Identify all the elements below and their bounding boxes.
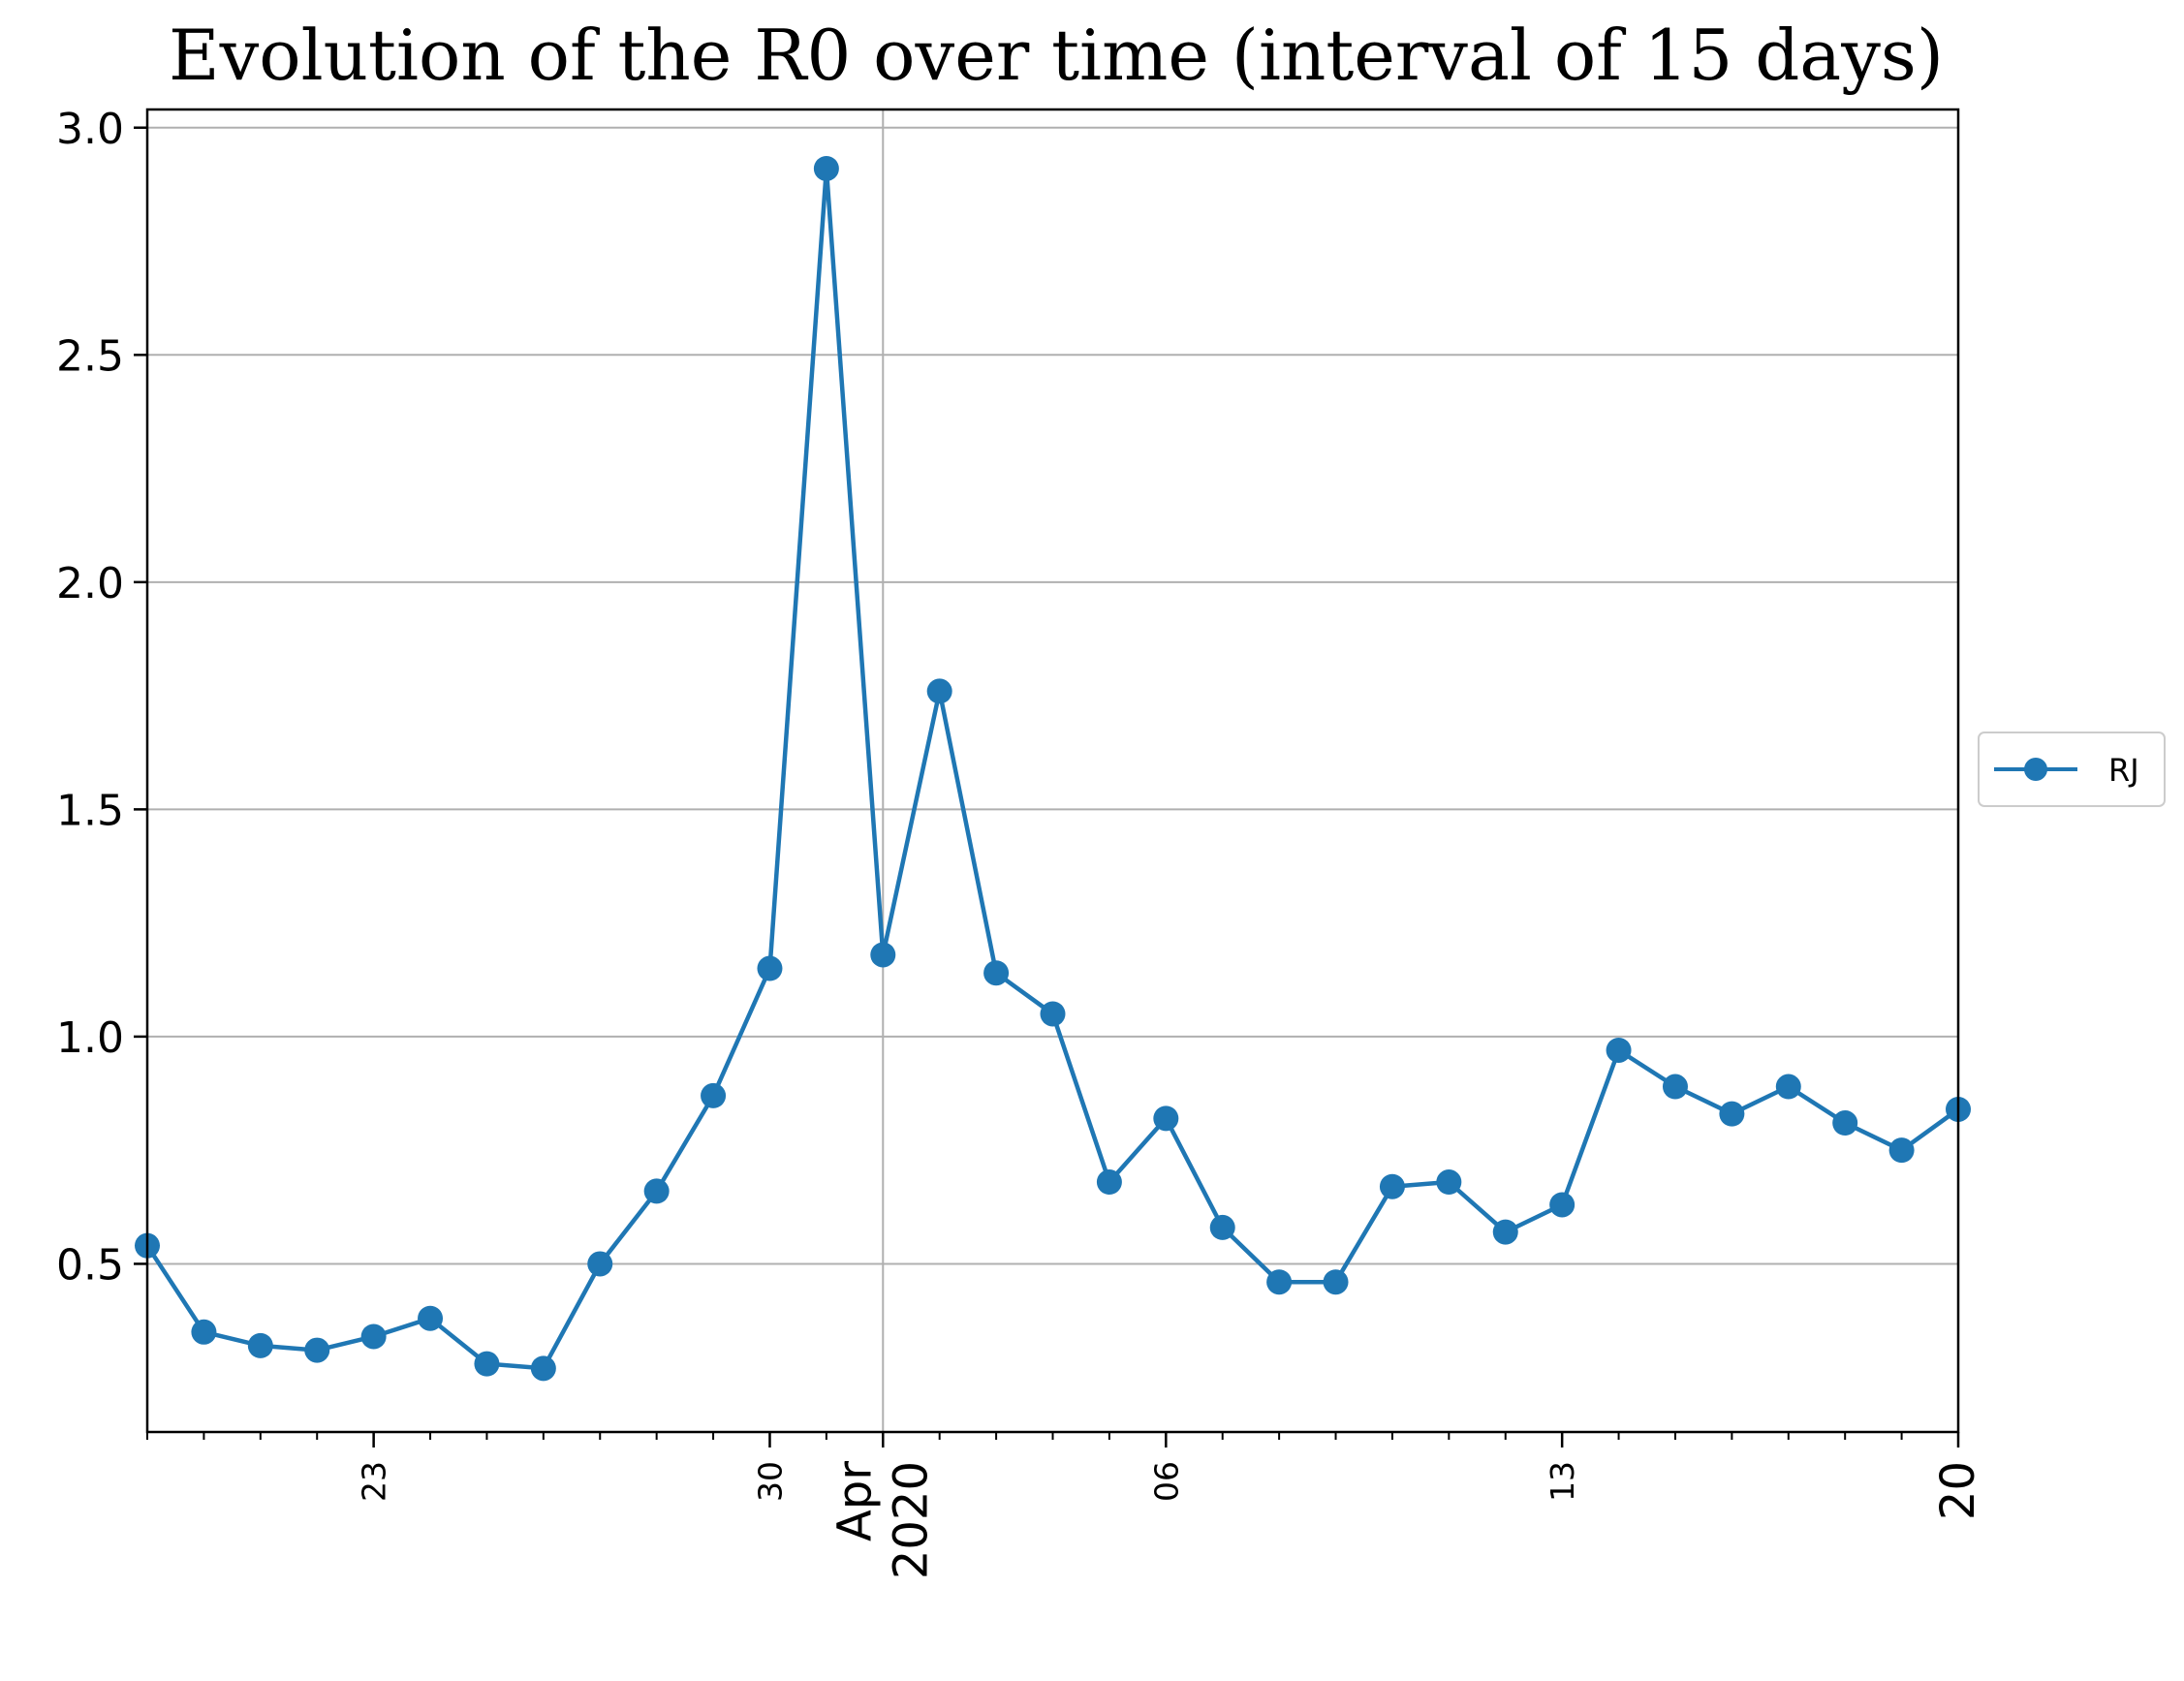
x-tick-label: Apr 2020 <box>827 1461 938 1579</box>
x-tick-label-line: 2020 <box>884 1461 938 1579</box>
data-point <box>474 1351 500 1377</box>
data-point <box>1888 1137 1915 1164</box>
data-point <box>1096 1169 1122 1196</box>
series-line-rj <box>145 166 1960 1371</box>
data-point <box>983 960 1010 986</box>
x-tick-label: 20 <box>1931 1461 1985 1520</box>
data-point <box>643 1178 670 1204</box>
data-point <box>757 955 783 981</box>
data-point <box>1379 1173 1405 1199</box>
data-point <box>587 1251 613 1277</box>
x-tick-label-text: 13 <box>1544 1461 1581 1502</box>
data-point <box>870 942 896 968</box>
x-tick-label-text: 23 <box>356 1461 393 1502</box>
data-point <box>1832 1110 1858 1136</box>
x-tick-label: 13 <box>1544 1461 1581 1502</box>
data-point <box>1606 1037 1632 1063</box>
y-tick-label: 0.5 <box>56 1240 124 1290</box>
y-tick-label: 3.0 <box>56 105 124 154</box>
data-point <box>1775 1074 1801 1100</box>
legend: RJ <box>1978 732 2166 807</box>
data-point <box>701 1082 727 1108</box>
data-point <box>304 1337 330 1363</box>
y-axis: 0.5 1.0 1.5 2.0 2.5 3.0 <box>56 105 147 1290</box>
data-point <box>1436 1169 1462 1196</box>
x-tick-label-text: 20 <box>1931 1461 1985 1520</box>
series-rj <box>135 155 1971 1382</box>
x-tick-label: 06 <box>1147 1461 1185 1502</box>
data-point <box>1492 1219 1518 1245</box>
x-tick-label-text: 30 <box>751 1461 789 1502</box>
plot-frame <box>145 108 1960 1434</box>
legend-marker-rj <box>2024 758 2047 781</box>
x-axis: 23 30 Apr 2020 06 13 20 <box>146 1432 1985 1579</box>
x-tick-label-text: 06 <box>1147 1461 1185 1502</box>
data-point <box>191 1319 217 1345</box>
x-tick-label: 30 <box>751 1461 789 1502</box>
y-tick-label: 1.5 <box>56 786 124 835</box>
chart-title: Evolution of the R0 over time (interval … <box>169 15 1944 96</box>
data-point <box>1266 1269 1293 1295</box>
data-point <box>1323 1269 1349 1295</box>
data-point <box>926 678 952 704</box>
data-point <box>247 1332 273 1358</box>
x-tick-label: 23 <box>356 1461 393 1502</box>
y-tick-label: 2.5 <box>56 331 124 381</box>
data-point <box>1662 1074 1688 1100</box>
data-point <box>1719 1101 1745 1127</box>
x-tick-label-line: Apr <box>827 1461 882 1541</box>
y-tick-label: 1.0 <box>56 1013 124 1063</box>
data-point <box>418 1305 444 1331</box>
legend-label-rj: RJ <box>2108 752 2139 789</box>
data-point <box>530 1355 556 1382</box>
data-point <box>1153 1105 1179 1132</box>
data-point <box>1040 1001 1066 1027</box>
grid-lines <box>147 109 1958 1432</box>
data-point <box>1209 1214 1235 1240</box>
y-tick-label: 2.0 <box>56 559 124 608</box>
data-point <box>813 155 839 181</box>
data-point <box>1549 1192 1576 1218</box>
data-point <box>360 1323 387 1350</box>
